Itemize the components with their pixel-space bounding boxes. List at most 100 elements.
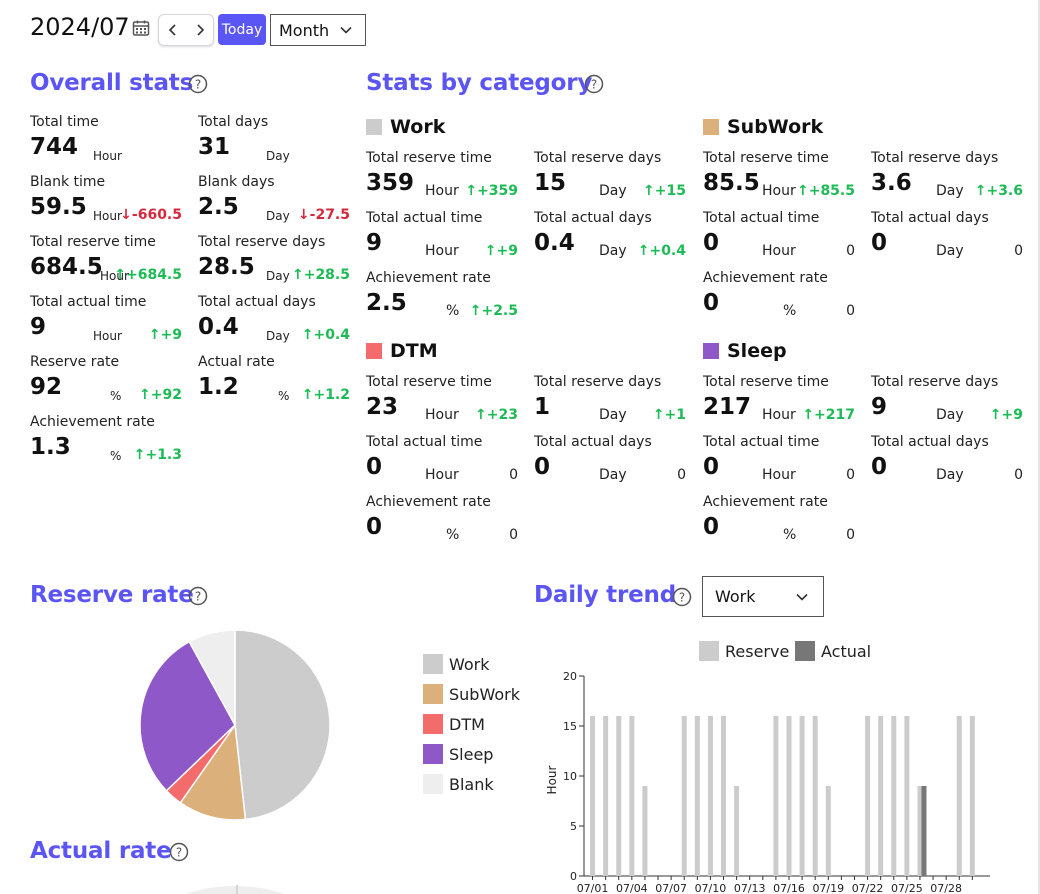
stat-diff: ↑+9 (484, 243, 518, 259)
legend-swatch (795, 641, 815, 661)
stat-label: Achievement rate (30, 414, 155, 430)
category-name: SubWork (727, 116, 824, 138)
bar-reserve[interactable] (878, 716, 884, 876)
category-name: DTM (390, 340, 438, 362)
help-icon[interactable]: ? (188, 74, 208, 94)
bar-reserve[interactable] (865, 716, 871, 876)
category-header: SubWork (703, 116, 823, 138)
stat-block: Total reserve days 15 Day ↑+15 (534, 150, 686, 210)
stat-diff: 0 (509, 527, 518, 543)
bar-reserve[interactable] (721, 716, 727, 876)
y-axis-label: Hour (545, 765, 559, 794)
pie-legend-item[interactable]: DTM (423, 714, 485, 734)
bar-legend-item[interactable]: Actual (795, 641, 871, 661)
stat-unit: Day (936, 183, 964, 199)
trend-category-select[interactable]: Work (702, 576, 824, 617)
bar-reserve[interactable] (773, 716, 779, 876)
calendar-icon[interactable] (132, 19, 150, 37)
category-stats-title: Stats by category (366, 70, 593, 96)
bar-legend-item[interactable]: Reserve (699, 641, 789, 661)
stat-block: Blank days 2.5 Day ↓-27.5 (198, 174, 350, 234)
bar-reserve[interactable] (969, 716, 975, 876)
bar-reserve[interactable] (694, 716, 700, 876)
reserve-rate-pie-chart (139, 629, 331, 821)
help-icon[interactable]: ? (169, 842, 189, 862)
bar-reserve[interactable] (681, 716, 687, 876)
category-swatch (703, 343, 719, 359)
stat-value: 9 (871, 394, 888, 420)
bar-reserve[interactable] (799, 716, 805, 876)
bar-reserve[interactable] (956, 716, 962, 876)
prev-period-button[interactable] (159, 15, 186, 45)
stat-unit: Day (936, 243, 964, 259)
stat-unit: Day (266, 269, 290, 283)
help-icon[interactable]: ? (188, 586, 208, 606)
stat-unit: % (783, 527, 797, 543)
pie-slice-sleep[interactable] (139, 640, 236, 792)
stat-diff: 0 (677, 467, 686, 483)
period-select[interactable]: Month (270, 14, 366, 46)
category-swatch (366, 119, 382, 135)
pie-slice-subwork[interactable] (179, 722, 247, 821)
legend-label: Sleep (449, 744, 494, 764)
stat-block: Blank time 59.5 Hour ↓-660.5 (30, 174, 182, 234)
svg-text:?: ? (195, 590, 201, 604)
svg-text:?: ? (679, 591, 685, 605)
stat-diff: 0 (846, 243, 855, 259)
stat-unit: Hour (425, 407, 459, 423)
bar-reserve[interactable] (786, 716, 792, 876)
stat-label: Total actual days (198, 294, 316, 310)
stat-unit: Day (266, 149, 290, 163)
bar-reserve[interactable] (707, 716, 713, 876)
next-period-button[interactable] (186, 15, 213, 45)
pie-legend-item[interactable]: Sleep (423, 744, 493, 764)
stat-unit: Hour (100, 269, 129, 283)
stat-block: Achievement rate 2.5% ↑+2.5 (366, 270, 518, 330)
stat-block: Total reserve days 28.5 Day ↑+28.5 (198, 234, 350, 294)
stat-block: Total reserve time 684.5 Hour ↑+684.5 (30, 234, 182, 294)
stat-unit: % (278, 389, 290, 403)
stat-label: Achievement rate (703, 270, 828, 286)
bar-reserve[interactable] (917, 786, 923, 876)
stat-diff: ↑+9 (148, 327, 182, 343)
stat-diff: ↑+1.2 (301, 387, 350, 403)
stat-block: Total reserve time 359 Hour ↑+359 (366, 150, 518, 210)
stat-label: Total reserve days (534, 374, 662, 390)
bar-reserve[interactable] (642, 786, 648, 876)
pie-legend-item[interactable]: SubWork (423, 684, 520, 704)
stat-unit: % (110, 449, 122, 463)
chevron-right-icon (196, 24, 204, 36)
pie-legend-item[interactable]: Blank (423, 774, 494, 794)
bar-reserve[interactable] (629, 716, 635, 876)
stat-value: 1 (534, 394, 551, 420)
bar-reserve[interactable] (616, 716, 622, 876)
svg-text:?: ? (591, 78, 597, 92)
bar-reserve[interactable] (891, 716, 897, 876)
stat-label: Total reserve time (366, 150, 492, 166)
stat-diff: 0 (1014, 243, 1023, 259)
stat-unit: % (110, 389, 122, 403)
stat-value: 1.2 (198, 374, 239, 400)
stat-label: Blank time (30, 174, 106, 190)
category-name: Sleep (727, 340, 787, 362)
pie-legend-item[interactable]: Work (423, 654, 490, 674)
stat-label: Total days (198, 114, 269, 130)
y-tick-label: 15 (563, 720, 577, 733)
help-icon[interactable]: ? (584, 74, 604, 94)
bar-reserve[interactable] (603, 716, 609, 876)
today-button[interactable]: Today (218, 14, 266, 45)
bar-reserve[interactable] (734, 786, 740, 876)
bar-actual[interactable] (921, 786, 927, 876)
stat-unit: Hour (762, 183, 796, 199)
right-divider (1038, 0, 1040, 894)
help-icon[interactable]: ? (672, 587, 692, 607)
stat-value: 0 (703, 514, 720, 540)
bar-reserve[interactable] (904, 716, 910, 876)
bar-reserve[interactable] (812, 716, 818, 876)
pie-slice-work[interactable] (234, 629, 331, 821)
pie-slice-blank[interactable] (188, 629, 236, 726)
bar-reserve[interactable] (825, 786, 831, 876)
stat-label: Total reserve time (703, 374, 829, 390)
stat-block: Total reserve days 9 Day ↑+9 (871, 374, 1023, 434)
bar-reserve[interactable] (590, 716, 596, 876)
